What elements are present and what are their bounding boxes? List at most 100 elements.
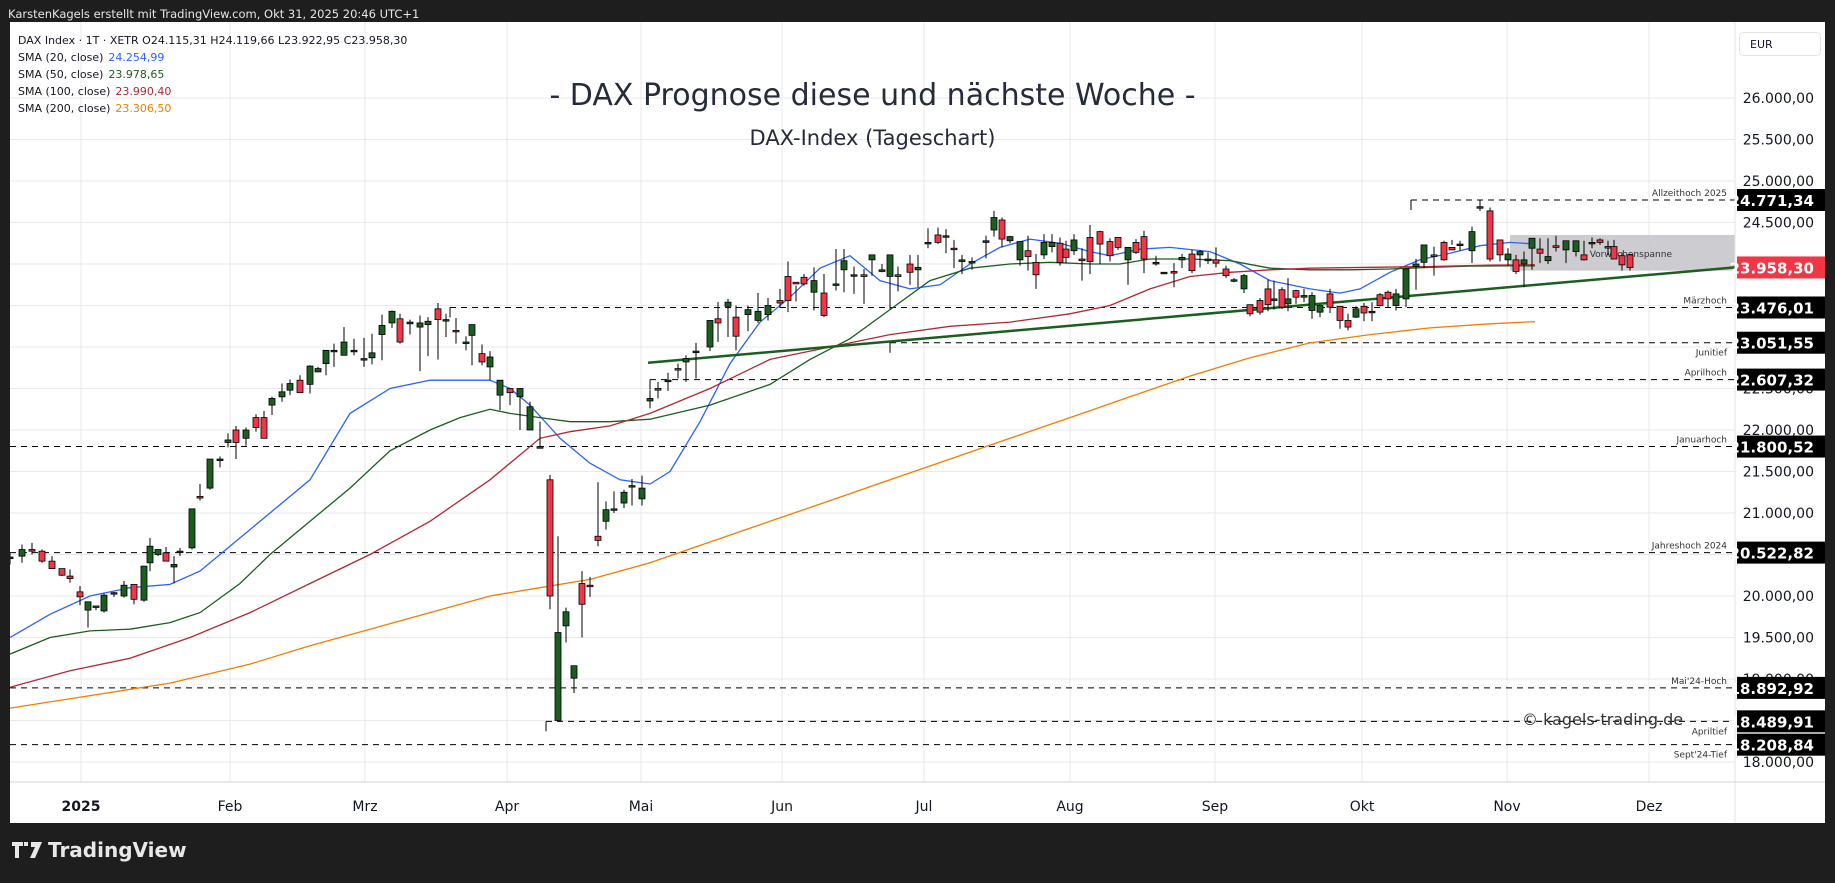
candle-bullish[interactable] — [1392, 293, 1400, 306]
candle-bullish[interactable] — [942, 235, 950, 238]
candle-bearish[interactable] — [58, 568, 66, 576]
candle-bearish[interactable] — [894, 274, 902, 277]
candle-bearish[interactable] — [130, 583, 138, 600]
candle-bullish[interactable] — [368, 352, 376, 359]
candle-bullish[interactable] — [1572, 240, 1580, 252]
candle-bullish[interactable] — [1240, 275, 1248, 290]
candle-bullish[interactable] — [278, 391, 286, 398]
candle-bullish[interactable] — [360, 358, 368, 361]
currency-button[interactable]: EUR — [1739, 32, 1821, 56]
candle-bullish[interactable] — [990, 217, 998, 231]
candle-bullish[interactable] — [1006, 236, 1014, 242]
candle-bullish[interactable] — [206, 458, 214, 489]
candle-bearish[interactable] — [76, 591, 84, 598]
candle-bullish[interactable] — [692, 350, 700, 354]
candle-bullish[interactable] — [170, 564, 178, 568]
candle-bearish[interactable] — [1496, 239, 1504, 256]
legend-sma100[interactable]: SMA (100, close) 23.990,40 — [18, 83, 407, 100]
candle-bearish[interactable] — [1360, 305, 1368, 314]
candle-bullish[interactable] — [706, 320, 714, 348]
candle-bearish[interactable] — [1140, 236, 1148, 260]
candle-bearish[interactable] — [1170, 271, 1178, 274]
candle-bullish[interactable] — [100, 594, 108, 612]
candle-bearish[interactable] — [546, 479, 554, 597]
candle-bearish[interactable] — [1032, 261, 1040, 276]
candle-bullish[interactable] — [140, 565, 148, 601]
candle-bullish[interactable] — [1048, 242, 1056, 247]
candle-bearish[interactable] — [1604, 246, 1612, 249]
tradingview-logo[interactable]: TradingView — [12, 838, 187, 862]
candle-bearish[interactable] — [1024, 250, 1032, 257]
candle-bearish[interactable] — [1536, 248, 1544, 254]
candle-bullish[interactable] — [424, 320, 432, 325]
candle-bullish[interactable] — [1016, 241, 1024, 261]
candle-bullish[interactable] — [146, 545, 154, 564]
candle-bullish[interactable] — [1544, 256, 1552, 262]
candle-bearish[interactable] — [48, 560, 56, 570]
candle-bullish[interactable] — [154, 549, 162, 555]
candle-bullish[interactable] — [850, 274, 858, 277]
candle-bearish[interactable] — [654, 388, 662, 391]
candle-bullish[interactable] — [878, 269, 886, 272]
candle-bullish[interactable] — [1204, 258, 1212, 262]
candle-bullish[interactable] — [176, 550, 184, 554]
candle-bullish[interactable] — [516, 388, 524, 398]
candle-bearish[interactable] — [162, 552, 170, 562]
legend-sma20[interactable]: SMA (20, close) 24.254,99 — [18, 49, 407, 66]
candle-bullish[interactable] — [832, 283, 840, 286]
candle-bearish[interactable] — [1278, 289, 1286, 308]
candle-bearish[interactable] — [732, 316, 740, 337]
candle-bearish[interactable] — [1326, 293, 1334, 308]
candle-bullish[interactable] — [868, 254, 876, 261]
candle-bullish[interactable] — [664, 379, 672, 383]
candle-bearish[interactable] — [860, 274, 868, 277]
candle-bullish[interactable] — [442, 319, 450, 322]
candle-bullish[interactable] — [958, 259, 966, 262]
candle-bearish[interactable] — [820, 292, 828, 316]
candle-bullish[interactable] — [744, 309, 752, 316]
candle-bearish[interactable] — [1256, 300, 1264, 313]
candle-bullish[interactable] — [242, 429, 250, 439]
candle-bearish[interactable] — [578, 583, 586, 605]
candle-bearish[interactable] — [1246, 304, 1254, 315]
price-chart[interactable]: VorwochenspanneAllzeithoch 2025MärzhochJ… — [10, 22, 1825, 823]
candle-bearish[interactable] — [1212, 259, 1220, 264]
candle-bullish[interactable] — [340, 341, 348, 356]
candle-bullish[interactable] — [416, 322, 424, 328]
candle-bullish[interactable] — [754, 310, 762, 321]
candle-bearish[interactable] — [1512, 259, 1520, 272]
candle-bullish[interactable] — [1402, 268, 1410, 300]
candle-bullish[interactable] — [1476, 206, 1484, 209]
candle-bearish[interactable] — [1610, 246, 1618, 260]
candle-bullish[interactable] — [914, 266, 922, 271]
candle-bullish[interactable] — [1152, 261, 1160, 265]
candle-bullish[interactable] — [1352, 308, 1360, 318]
candle-bearish[interactable] — [1384, 291, 1392, 300]
candle-bearish[interactable] — [1132, 242, 1140, 253]
candle-bullish[interactable] — [1504, 253, 1512, 261]
candle-bullish[interactable] — [1520, 259, 1528, 265]
candle-bearish[interactable] — [1264, 288, 1272, 306]
moving-average-line[interactable] — [10, 320, 1536, 709]
candle-bullish[interactable] — [306, 365, 314, 385]
candle-bullish[interactable] — [224, 439, 232, 443]
candle-bullish[interactable] — [388, 310, 396, 324]
candle-bullish[interactable] — [1412, 263, 1420, 267]
candle-bullish[interactable] — [1270, 298, 1278, 301]
candle-bearish[interactable] — [196, 495, 204, 499]
candle-bearish[interactable] — [906, 263, 914, 273]
candle-bullish[interactable] — [378, 325, 386, 335]
candle-bearish[interactable] — [1188, 253, 1196, 272]
candle-bullish[interactable] — [1160, 271, 1168, 275]
candle-bullish[interactable] — [1562, 240, 1570, 251]
candle-bullish[interactable] — [968, 261, 976, 264]
candle-bullish[interactable] — [638, 487, 646, 500]
candle-bearish[interactable] — [1056, 242, 1064, 263]
candle-bullish[interactable] — [1420, 244, 1428, 263]
candle-bearish[interactable] — [1096, 231, 1104, 245]
candle-bearish[interactable] — [1114, 237, 1122, 248]
candle-bullish[interactable] — [536, 446, 544, 449]
candle-bearish[interactable] — [800, 276, 808, 285]
candle-bearish[interactable] — [28, 549, 36, 552]
candle-bearish[interactable] — [1106, 241, 1114, 257]
